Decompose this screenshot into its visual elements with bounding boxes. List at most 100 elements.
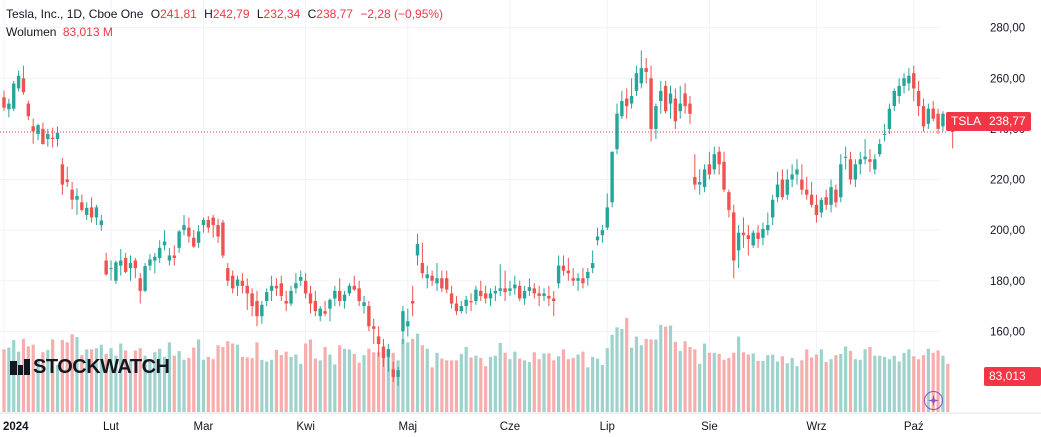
candle-body xyxy=(143,266,147,291)
last-price-tag: 238,77 xyxy=(984,112,1031,131)
candle xyxy=(775,171,780,203)
candle-body xyxy=(138,278,142,291)
candle xyxy=(882,123,887,142)
volume-bar xyxy=(406,342,410,412)
volume-tag-value: 83,013 M xyxy=(989,369,1026,402)
candle xyxy=(109,260,113,281)
volume-bar xyxy=(260,359,264,412)
candle-body xyxy=(697,182,702,185)
candle-body xyxy=(722,161,726,190)
volume-bar xyxy=(211,359,215,412)
candle xyxy=(673,88,678,129)
candle-body xyxy=(639,68,644,84)
candle xyxy=(381,338,386,367)
volume-bar xyxy=(75,337,79,412)
candle xyxy=(644,58,648,84)
candle xyxy=(537,285,541,307)
volume-bar xyxy=(513,351,517,412)
volume-bar xyxy=(800,360,804,412)
candle xyxy=(65,166,69,188)
volume-bar xyxy=(605,348,609,412)
assistant-button[interactable] xyxy=(924,391,943,410)
stockwatch-watermark: STOCKWATCH xyxy=(10,356,170,379)
candle-body xyxy=(707,164,712,175)
candle xyxy=(114,260,118,284)
volume-bar xyxy=(931,352,935,412)
candle-body xyxy=(445,278,449,290)
candle xyxy=(187,217,191,243)
candle xyxy=(410,285,415,317)
volume-bar xyxy=(727,358,731,412)
volume-bar xyxy=(737,336,741,412)
volume-bar xyxy=(143,355,147,412)
volume-bar xyxy=(902,352,906,412)
volume-bar xyxy=(917,359,921,412)
candle xyxy=(177,230,181,253)
candle-body xyxy=(571,278,575,281)
volume-bar xyxy=(26,346,30,412)
volume-bar xyxy=(12,340,16,412)
candle xyxy=(104,252,108,276)
candle-body xyxy=(663,85,668,112)
candle-body xyxy=(245,285,249,294)
candle xyxy=(766,212,770,236)
candle-body xyxy=(892,90,896,107)
candle-body xyxy=(357,288,361,302)
price-tick-label: 220,00 xyxy=(990,175,1025,187)
volume-bar xyxy=(834,355,838,412)
volume-bar xyxy=(124,350,128,412)
volume-bar xyxy=(226,341,230,412)
volume-bar xyxy=(304,343,308,412)
legend-open: 241,81 xyxy=(160,7,197,21)
candle-body xyxy=(464,299,468,307)
candle-body xyxy=(629,95,634,104)
volume-bar xyxy=(941,355,945,412)
volume-bar xyxy=(878,355,882,412)
candle xyxy=(727,189,731,218)
candle-body xyxy=(843,156,848,158)
candle-body xyxy=(323,311,327,314)
candle-body xyxy=(41,128,45,145)
candle xyxy=(513,275,517,295)
candle xyxy=(639,50,644,89)
legend-close-label: C xyxy=(307,7,317,21)
candle xyxy=(493,285,498,302)
candle-body xyxy=(868,159,872,162)
price-tick-label: 260,00 xyxy=(990,73,1025,85)
legend-open-label: O xyxy=(150,7,161,21)
volume-bar xyxy=(347,349,352,412)
legend-high-label: H xyxy=(204,7,213,21)
volume-bar xyxy=(162,356,167,412)
volume-bar xyxy=(313,358,317,412)
candle xyxy=(756,225,760,248)
candle-body xyxy=(853,164,858,180)
candle xyxy=(162,230,167,251)
volume-bar xyxy=(245,357,249,412)
volume-bar xyxy=(882,356,887,412)
candle xyxy=(201,217,206,233)
volume-bar xyxy=(868,347,872,412)
candle-body xyxy=(410,301,415,304)
candle-body xyxy=(308,293,313,304)
candle xyxy=(931,101,935,122)
volume-bar xyxy=(55,365,60,412)
candle xyxy=(532,283,536,299)
candle-body xyxy=(216,225,220,237)
candle-body xyxy=(620,101,624,117)
candle-body xyxy=(187,227,191,237)
candle xyxy=(678,85,682,119)
candle xyxy=(46,128,50,147)
candle-body xyxy=(157,247,162,258)
volume-bar xyxy=(99,344,103,412)
candle-body xyxy=(284,301,288,304)
candle xyxy=(133,257,138,279)
candle-body xyxy=(809,194,814,205)
candle xyxy=(128,255,133,281)
volume-bar xyxy=(342,348,347,412)
candle xyxy=(337,278,342,307)
volume-bar xyxy=(206,356,210,412)
candle-body xyxy=(819,199,824,213)
candle xyxy=(352,275,356,291)
volume-bar xyxy=(85,349,89,412)
